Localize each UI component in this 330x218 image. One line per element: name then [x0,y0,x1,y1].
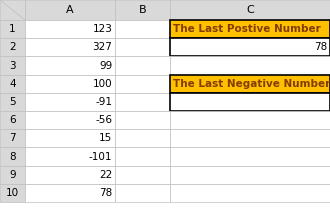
Bar [170,56,330,75]
Bar [25,184,115,202]
Text: 10: 10 [6,188,19,198]
Bar [25,20,115,38]
Bar [170,93,330,111]
Bar [25,56,115,75]
Text: The Last Postive Number: The Last Postive Number [173,24,320,34]
Text: 2: 2 [9,42,16,52]
Bar [0,20,25,38]
Bar [0,111,25,129]
Text: 22: 22 [99,170,112,180]
Bar [0,75,25,93]
Text: 9: 9 [9,170,16,180]
Text: -56: -56 [95,115,112,125]
Bar [170,111,330,129]
Bar [170,38,330,56]
Bar [170,75,330,93]
Text: 123: 123 [92,24,112,34]
Text: 99: 99 [99,61,112,71]
Bar [0,129,25,147]
Bar [0,56,25,75]
Bar [0,166,25,184]
Bar [115,166,170,184]
Text: -101: -101 [89,152,112,162]
Bar [0,184,25,202]
Bar [115,147,170,166]
Text: 8: 8 [9,152,16,162]
Bar [25,38,115,56]
Bar [115,129,170,147]
Text: 100: 100 [93,79,112,89]
Bar [0,93,25,111]
Bar [25,147,115,166]
Bar [0,38,25,56]
Bar [115,184,170,202]
Bar [170,20,330,38]
Text: C: C [246,5,254,15]
Bar [25,111,115,129]
Bar [115,111,170,129]
Bar [0,147,25,166]
Bar [25,75,115,93]
Bar [25,129,115,147]
Bar [170,166,330,184]
Bar [115,56,170,75]
Bar [170,147,330,166]
Text: 4: 4 [9,79,16,89]
Bar [115,93,170,111]
Text: 1: 1 [9,24,16,34]
Text: 15: 15 [99,133,112,143]
Bar [170,184,330,202]
Text: 5: 5 [9,97,16,107]
Text: The Last Negative Number: The Last Negative Number [173,79,330,89]
Bar [115,0,170,20]
Bar [115,38,170,56]
Bar [25,0,115,20]
Bar [25,93,115,111]
Text: 3: 3 [9,61,16,71]
Bar [0,0,25,20]
Text: -91: -91 [95,97,112,107]
Text: 78: 78 [314,42,327,52]
Bar [115,20,170,38]
Bar [170,129,330,147]
Bar [170,0,330,20]
Text: 6: 6 [9,115,16,125]
Bar [115,75,170,93]
Text: B: B [139,5,146,15]
Text: 7: 7 [9,133,16,143]
Text: 78: 78 [99,188,112,198]
Text: A: A [66,5,74,15]
Text: 327: 327 [92,42,112,52]
Bar [25,166,115,184]
